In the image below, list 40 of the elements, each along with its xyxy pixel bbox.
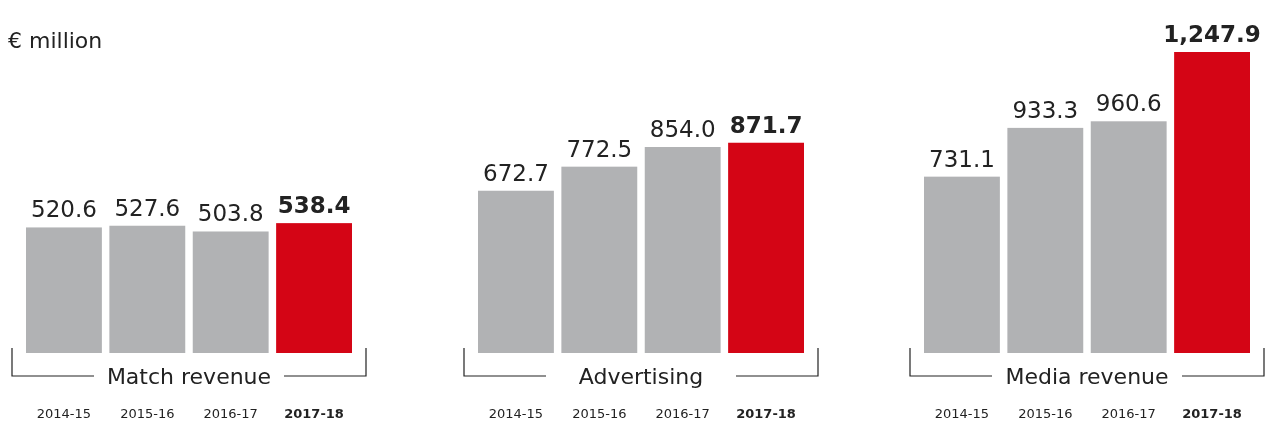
- x-tick-label: 2016-17: [1101, 406, 1156, 421]
- x-tick-label: 2014-15: [36, 406, 92, 421]
- bar: [561, 166, 638, 353]
- bar: [276, 223, 352, 353]
- bar: [728, 142, 804, 353]
- bar: [1090, 121, 1167, 353]
- chart-subtitle: € million: [8, 28, 103, 53]
- bar: [26, 227, 102, 353]
- data-label: 871.7: [729, 111, 803, 138]
- bar: [924, 176, 1000, 353]
- bar: [1174, 52, 1250, 353]
- bar: [1007, 127, 1084, 353]
- x-tick-label: 2016-17: [655, 406, 710, 421]
- data-label: 527.6: [114, 194, 181, 221]
- x-tick-label: 2015-16: [1018, 406, 1073, 421]
- data-label: 538.4: [277, 192, 351, 219]
- bar: [109, 225, 186, 353]
- data-label: 933.3: [1012, 96, 1079, 123]
- x-tick-label: 2017-18: [1182, 406, 1242, 421]
- data-label: 1,247.9: [1163, 21, 1261, 47]
- x-tick-label: 2014-15: [488, 406, 544, 421]
- data-label: 731.1: [929, 145, 995, 172]
- data-label: 854.0: [649, 116, 716, 143]
- x-tick-label: 2014-15: [934, 406, 990, 421]
- data-label: 960.6: [1095, 90, 1162, 117]
- data-label: 672.7: [483, 159, 549, 186]
- x-tick-label: 2017-18: [736, 406, 796, 421]
- data-label: 772.5: [566, 135, 633, 162]
- data-label: 520.6: [31, 196, 97, 223]
- bar: [478, 190, 554, 353]
- x-tick-label: 2016-17: [203, 406, 258, 421]
- x-tick-label: 2015-16: [120, 406, 175, 421]
- bar: [192, 231, 269, 353]
- x-tick-label: 2015-16: [572, 406, 627, 421]
- data-label: 503.8: [197, 200, 264, 227]
- bar: [644, 147, 721, 353]
- x-axis-title: Media revenue: [1005, 364, 1169, 389]
- x-tick-label: 2017-18: [284, 406, 344, 421]
- x-axis-title: Match revenue: [106, 364, 272, 389]
- x-axis-title: Advertising: [578, 364, 704, 389]
